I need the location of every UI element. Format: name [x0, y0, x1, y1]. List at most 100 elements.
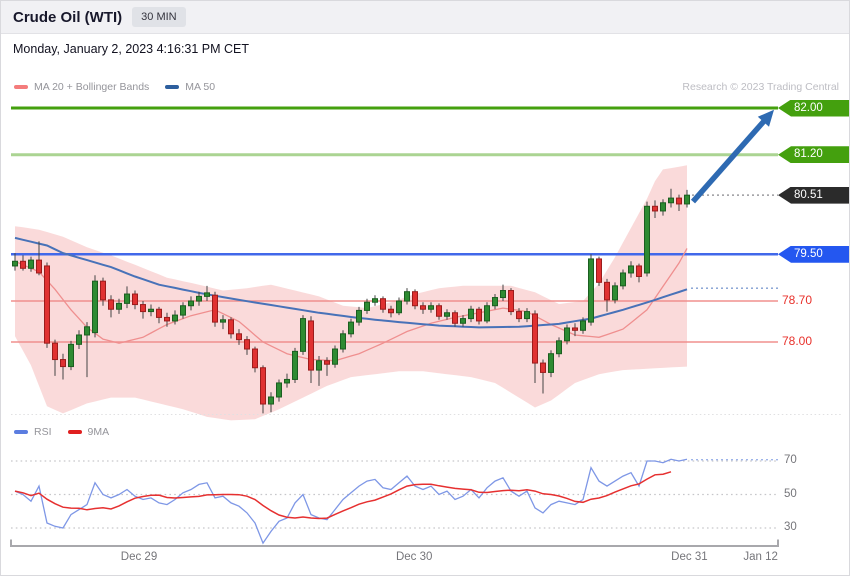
candle-body: [292, 350, 298, 380]
candle-body: [124, 293, 130, 304]
header-bar: Crude Oil (WTI) 30 MIN: [1, 1, 849, 34]
candle-body: [668, 197, 674, 204]
forecast-arrow-head: [757, 109, 774, 127]
candle-body: [468, 308, 474, 320]
candle-body: [660, 202, 666, 212]
price-label-80.51-last: 80.51: [778, 186, 849, 204]
candle-body: [188, 300, 194, 307]
candle-body: [140, 304, 146, 313]
candle-body: [460, 318, 466, 324]
candle-body: [340, 333, 346, 350]
x-axis-label-dec-30: Dec 30: [395, 551, 433, 563]
candle-body: [276, 382, 282, 398]
legend-item-9ma: 9MA: [67, 426, 109, 438]
candle-body: [444, 312, 450, 317]
candle-body: [12, 260, 18, 267]
ma20-bollinger-swatch-icon: [14, 85, 28, 89]
rsi-grid-label-50: 50: [784, 487, 797, 500]
candle-body: [356, 309, 362, 323]
legend-item-ma20-bollinger: MA 20 + Bollinger Bands: [14, 81, 149, 93]
candle-body: [300, 318, 306, 352]
timeframe-badge: 30 MIN: [132, 7, 186, 27]
candle-body: [508, 290, 514, 313]
price-label-81.20: 81.20: [778, 146, 849, 164]
candle-body: [540, 362, 546, 373]
candle-body: [220, 319, 226, 323]
candle-body: [212, 294, 218, 323]
candle-body: [164, 316, 170, 322]
x-axis-line: [10, 539, 779, 547]
legend-label-ma20-bollinger: MA 20 + Bollinger Bands: [34, 81, 150, 93]
candle-body: [612, 285, 618, 301]
candle-body: [44, 265, 50, 344]
candle-body: [172, 314, 178, 322]
candle-body: [652, 205, 658, 212]
price-label-78.70: 78.70: [782, 292, 813, 307]
legend-label-ma50: MA 50: [185, 81, 216, 93]
candle-body: [20, 260, 26, 269]
candle-body: [396, 300, 402, 314]
candle-body: [604, 281, 610, 301]
candle-body: [380, 298, 386, 310]
candle-body: [676, 197, 682, 205]
legend-item-rsi: RSI: [14, 426, 52, 438]
candle-body: [596, 258, 602, 283]
candle-body: [684, 194, 690, 205]
candle-body: [476, 308, 482, 322]
candle-body: [228, 319, 234, 335]
candle-body: [420, 305, 426, 310]
candle-body: [76, 334, 82, 345]
candle-body: [196, 295, 202, 302]
date-line: Monday, January 2, 2023 4:16:31 PM CET: [13, 42, 250, 56]
candle-body: [156, 308, 162, 318]
candle-body: [308, 320, 314, 371]
candle-body: [84, 326, 90, 336]
candle-body: [404, 291, 410, 302]
candle-body: [60, 359, 66, 368]
legend-item-ma50: MA 50: [165, 81, 215, 93]
candle-body: [532, 313, 538, 364]
candle-body: [548, 353, 554, 373]
candle-body: [580, 320, 586, 331]
candle-body: [52, 342, 58, 361]
candle-body: [260, 367, 266, 405]
rsi-swatch-icon: [14, 430, 28, 434]
ma50-swatch-icon: [165, 85, 180, 89]
candle-body: [36, 259, 42, 274]
candle-body: [28, 259, 34, 269]
rsi-grid-label-70: 70: [784, 454, 797, 466]
ma50-line: [14, 236, 688, 329]
candle-body: [436, 305, 442, 317]
candle-body: [412, 291, 418, 307]
candle-body: [388, 308, 394, 314]
candle-body: [500, 290, 506, 299]
candle-body: [252, 348, 258, 369]
candle-body: [628, 265, 634, 274]
candle-body: [452, 312, 458, 324]
candle-body: [364, 301, 370, 311]
candle-body: [284, 378, 290, 384]
x-axis-label-jan-12: Jan 12: [743, 551, 778, 563]
instrument-title: Crude Oil (WTI): [13, 8, 123, 26]
candle-body: [108, 299, 114, 310]
candle-body: [516, 311, 522, 320]
candle-body: [116, 302, 122, 310]
price-label-82.00: 82.00: [778, 99, 849, 117]
forecast-arrow-shaft: [690, 115, 770, 204]
price-label-78.00: 78.00: [782, 333, 813, 348]
candle-body: [348, 321, 354, 335]
rsi-9ma-line: [14, 471, 672, 520]
candle-body: [316, 360, 322, 371]
legend-label-rsi: RSI: [34, 426, 52, 438]
x-axis-label-dec-31: Dec 31: [671, 551, 708, 563]
candle-body: [204, 292, 210, 297]
candle-body: [428, 305, 434, 310]
candle-body: [180, 305, 186, 316]
candle-body: [588, 258, 594, 323]
candle-body: [636, 265, 642, 277]
candle-body: [268, 396, 274, 405]
candle-body: [556, 340, 562, 355]
candle-body: [92, 280, 98, 334]
